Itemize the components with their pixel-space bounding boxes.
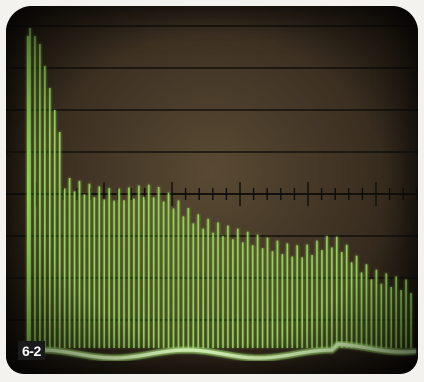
figure-number-label: 6-2 <box>18 341 45 360</box>
screen-vignette <box>6 6 418 374</box>
oscilloscope-trace-display <box>6 6 418 374</box>
oscilloscope-screen: 6-2 <box>6 6 418 374</box>
